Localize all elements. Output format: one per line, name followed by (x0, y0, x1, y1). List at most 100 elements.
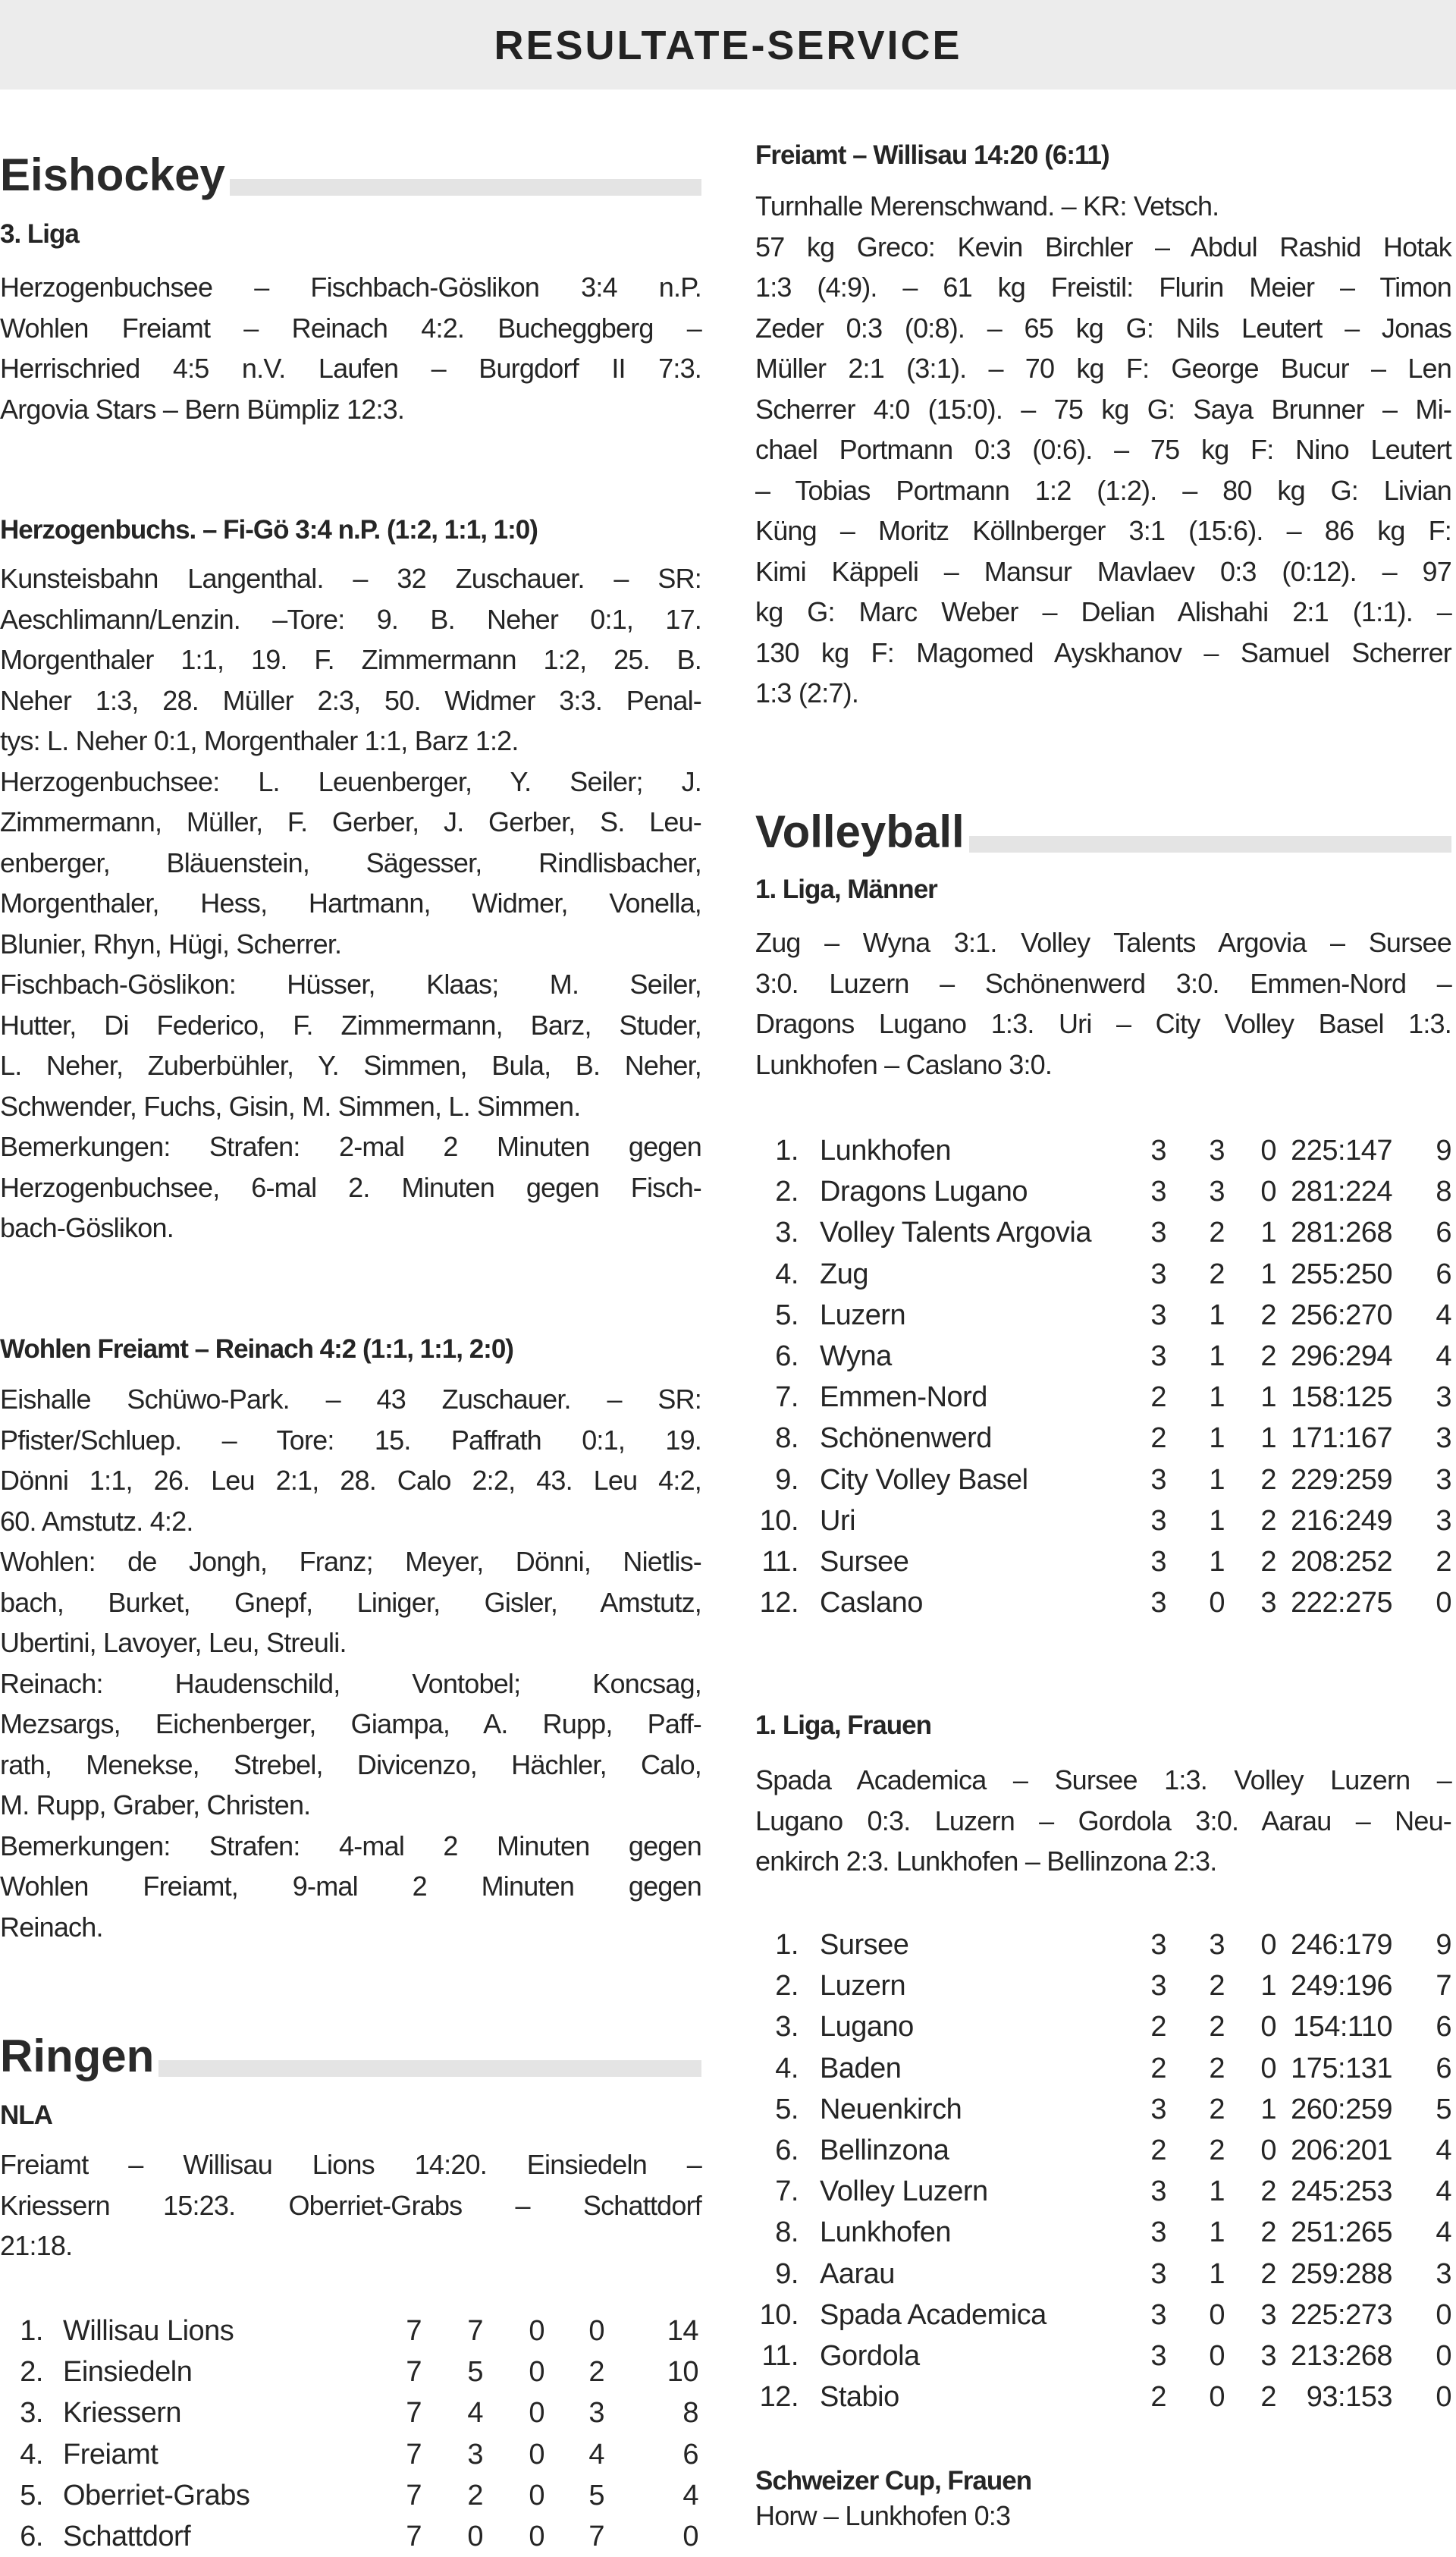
text-line: 3:0. Luzern – Schönenwerd 3:0. Emmen-Nor… (755, 967, 1452, 999)
wins: 5 (467, 2356, 483, 2389)
text-line: enkirch 2:3. Lunkhofen – Bellinzona 2:3. (755, 1846, 1217, 1877)
wins: 1 (1209, 1422, 1225, 1455)
sets-ratio: 296:294 (1291, 1340, 1392, 1372)
points: 14 (667, 2315, 699, 2347)
text-line: Morgenthaler, Hess, Hartmann, Widmer, Vo… (0, 887, 702, 919)
text-line: Herrischried 4:5 n.V. Laufen – Burgdorf … (0, 353, 702, 384)
losses: 3 (1260, 2340, 1276, 2372)
text-line: Lugano 0:3. Luzern – Gordola 3:0. Aarau … (755, 1805, 1452, 1836)
losses: 2 (1260, 1463, 1276, 1496)
losses: 2 (1260, 1504, 1276, 1537)
rank: 1. (20, 2315, 43, 2347)
points: 8 (1436, 1176, 1451, 1208)
team-name: City Volley Basel (820, 1463, 1028, 1496)
wins: 0 (1209, 2381, 1225, 2414)
rank: 9. (775, 2257, 799, 2290)
sets-ratio: 249:196 (1291, 1970, 1392, 2003)
team-name: Aarau (820, 2257, 895, 2290)
text-line: enberger, Bläuenstein, Sägesser, Rindlis… (0, 847, 702, 878)
team-name: Emmen-Nord (820, 1381, 987, 1414)
games: 3 (1150, 2175, 1166, 2208)
text-line: – Tobias Portmann 1:2 (1:2). – 80 kg G: … (755, 474, 1452, 506)
team-name: Caslano (820, 1587, 923, 1619)
points: 5 (1436, 2093, 1451, 2125)
losses: 3 (1260, 2298, 1276, 2331)
games: 3 (1150, 2257, 1166, 2290)
rank: 6. (775, 1340, 799, 1372)
section-ringen-title: Ringen (0, 2030, 159, 2083)
rank: 7. (775, 1381, 799, 1414)
text-line: Kunsteisbahn Langenthal. – 32 Zuschauer.… (0, 563, 702, 594)
text-line: Eishalle Schüwo-Park. – 43 Zuschauer. – … (0, 1384, 702, 1415)
sets-ratio: 216:249 (1291, 1504, 1392, 1537)
points: 4 (1436, 2134, 1451, 2166)
wins: 1 (1209, 2216, 1225, 2249)
rank: 5. (775, 2093, 799, 2125)
wins: 3 (1209, 1929, 1225, 1961)
points: 9 (1436, 1929, 1451, 1961)
losses: 2 (1260, 2175, 1276, 2208)
text-line: Scherrer 4:0 (15:0). – 75 kg G: Saya Bru… (755, 393, 1452, 425)
rank: 9. (775, 1463, 799, 1496)
sets-ratio: 208:252 (1291, 1546, 1392, 1578)
league-1-liga-frauen-label: 1. Liga, Frauen (755, 1710, 932, 1740)
text-line: Horw – Lunkhofen 0:3 (755, 2500, 1011, 2531)
points: 6 (1436, 2052, 1451, 2084)
rank: 12. (759, 1587, 799, 1619)
team-name: Neuenkirch (820, 2093, 962, 2125)
team-name: Baden (820, 2052, 902, 2084)
rank: 3. (20, 2397, 43, 2430)
page-header: RESULTATE-SERVICE (0, 0, 1456, 90)
points: 4 (1436, 1340, 1451, 1372)
text-line: Lunkhofen – Caslano 3:0. (755, 1048, 1053, 1080)
sets-ratio: 281:268 (1291, 1217, 1392, 1249)
points: 0 (1436, 2298, 1451, 2331)
losses: 2 (1260, 2257, 1276, 2290)
games: 2 (1150, 1422, 1166, 1455)
text-line: tys: L. Neher 0:1, Morgenthaler 1:1, Bar… (0, 725, 519, 756)
text-line: 1:3 (4:9). – 61 kg Freistil: Flurin Meie… (755, 272, 1452, 303)
rank: 11. (761, 1546, 799, 1578)
text-line: bach, Burket, Gnepf, Liniger, Gisler, Am… (0, 1586, 702, 1618)
team-name: Lunkhofen (820, 1135, 952, 1167)
losses: 0 (1260, 2052, 1276, 2084)
rank: 5. (775, 1299, 799, 1331)
sets-ratio: 158:125 (1291, 1381, 1392, 1414)
sets-ratio: 213:268 (1291, 2340, 1392, 2372)
sets-ratio: 255:250 (1291, 1258, 1392, 1290)
points: 6 (1436, 2011, 1451, 2043)
team-name: Lugano (820, 2011, 914, 2043)
rank: 5. (20, 2479, 43, 2511)
losses: 1 (1260, 1217, 1276, 1249)
losses: 2 (1260, 1546, 1276, 1578)
text-line: Kimi Käppeli – Mansur Mavlaev 0:3 (0:12)… (755, 555, 1452, 587)
points: 3 (1436, 1422, 1451, 1455)
losses: 1 (1260, 2093, 1276, 2125)
games: 3 (1150, 1299, 1166, 1331)
points: 4 (1436, 2175, 1451, 2208)
points: 4 (1436, 2216, 1451, 2249)
points: 0 (1436, 2381, 1451, 2414)
games: 7 (406, 2479, 422, 2511)
wins: 0 (1209, 2298, 1225, 2331)
losses: 1 (1260, 1258, 1276, 1290)
games: 2 (1150, 2052, 1166, 2084)
games: 3 (1150, 1546, 1166, 1578)
rank: 1. (775, 1135, 799, 1167)
draws: 0 (529, 2356, 544, 2389)
points: 6 (1436, 1258, 1451, 1290)
rank: 2. (775, 1970, 799, 2003)
team-name: Uri (820, 1504, 856, 1537)
text-line: Freiamt – Willisau Lions 14:20. Einsiede… (0, 2149, 702, 2180)
sets-ratio: 171:167 (1291, 1422, 1392, 1455)
rank: 3. (775, 1217, 799, 1249)
text-line: Morgenthaler 1:1, 19. F. Zimmermann 1:2,… (0, 644, 702, 675)
team-name: Freiamt (63, 2438, 158, 2471)
text-line: Reinach: Haudenschild, Vontobel; Koncsag… (0, 1667, 702, 1699)
rank: 4. (775, 1258, 799, 1290)
text-line: Bemerkungen: Strafen: 2-mal 2 Minuten ge… (0, 1131, 702, 1162)
rank: 1. (775, 1929, 799, 1961)
wins: 2 (1209, 1258, 1225, 1290)
sets-ratio: 93:153 (1306, 2381, 1393, 2414)
team-name: Lunkhofen (820, 2216, 952, 2249)
